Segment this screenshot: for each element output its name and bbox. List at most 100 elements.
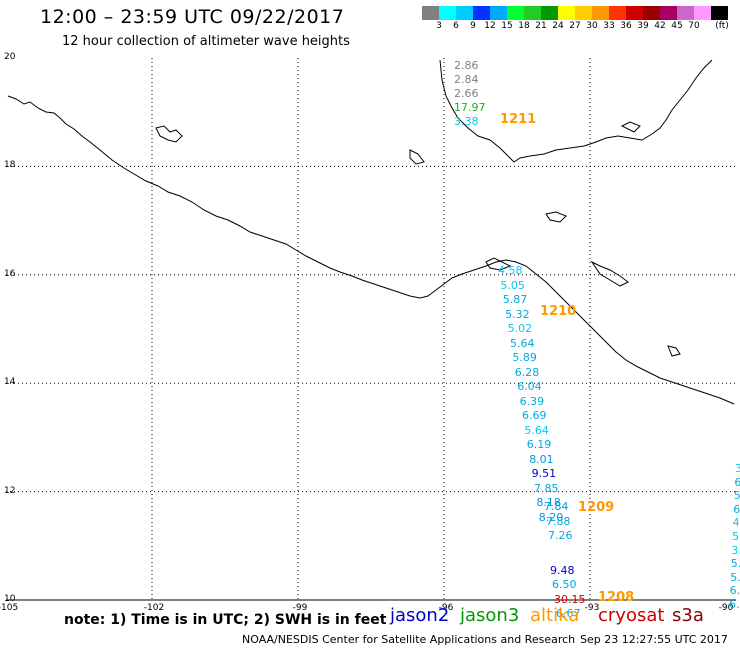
legend-swatch bbox=[592, 6, 609, 20]
credit-text: NOAA/NESDIS Center for Satellite Applica… bbox=[242, 633, 576, 646]
legend-label: 3 bbox=[436, 21, 442, 31]
legend-swatch bbox=[694, 6, 711, 20]
longitude-label: -93 bbox=[584, 603, 600, 613]
wave-height-value: 6.69 bbox=[522, 409, 547, 422]
latitude-label: 20 bbox=[4, 52, 16, 62]
wave-height-value: 7.84 bbox=[544, 500, 569, 513]
legend-swatch bbox=[660, 6, 677, 20]
wave-height-value: 5.87 bbox=[502, 293, 528, 306]
legend-label: 39 bbox=[637, 21, 649, 31]
legend-swatch bbox=[711, 6, 728, 20]
wave-height-value: 9.48 bbox=[550, 563, 575, 577]
satellite-legend-altika: altika bbox=[530, 605, 580, 626]
legend-unit: (ft) bbox=[715, 21, 729, 31]
legend-label: 36 bbox=[620, 21, 632, 31]
legend-swatch bbox=[507, 6, 524, 20]
latitude-label: 16 bbox=[4, 268, 16, 279]
wave-height-value: 5.0 bbox=[732, 530, 740, 543]
legend-swatch bbox=[643, 6, 660, 20]
latitude-label: 12 bbox=[4, 485, 16, 496]
legend-swatch bbox=[422, 6, 439, 20]
timestamp: Sep 23 12:27:55 UTC 2017 bbox=[580, 633, 728, 646]
wave-height-value: 4.4 bbox=[732, 516, 740, 530]
legend-swatch bbox=[677, 6, 694, 20]
legend-swatch bbox=[456, 6, 473, 20]
graticule bbox=[6, 58, 736, 600]
wave-height-value: 7.88 bbox=[546, 514, 571, 528]
wave-height-value: 5.32 bbox=[505, 307, 530, 321]
satellite-legend-s3a: s3a bbox=[672, 605, 704, 626]
wave-height-value: 6.67 bbox=[556, 607, 581, 620]
wave-height-value: 3.38 bbox=[454, 115, 479, 128]
legend-label: 33 bbox=[603, 21, 615, 31]
wave-height-value: 9.51 bbox=[531, 467, 557, 480]
wave-height-value: 7.85 bbox=[534, 481, 559, 495]
legend-swatch bbox=[473, 6, 490, 20]
legend-swatch bbox=[541, 6, 558, 20]
legend-swatch bbox=[524, 6, 541, 20]
wave-height-value: 6.39 bbox=[519, 394, 545, 408]
legend-swatch bbox=[575, 6, 592, 20]
longitude-label: -105 bbox=[0, 603, 19, 613]
satellite-legend-jason2: jason2 bbox=[390, 605, 450, 626]
legend-swatch bbox=[626, 6, 643, 20]
legend-label: 42 bbox=[654, 21, 666, 31]
wave-height-value: 8.01 bbox=[529, 452, 554, 466]
wave-height-value: 2.66 bbox=[454, 87, 479, 100]
wave-height-value: 5.89 bbox=[512, 351, 537, 364]
legend-swatch bbox=[558, 6, 575, 20]
legend-label: 24 bbox=[552, 21, 564, 31]
satellite-legend-cryosat: cryosat bbox=[598, 605, 665, 626]
color-legend bbox=[422, 6, 728, 20]
wave-height-value: 5.64 bbox=[524, 423, 549, 437]
longitude-label: -99 bbox=[292, 603, 308, 613]
wave-height-value: 6.0 bbox=[733, 502, 740, 516]
wave-height-value: 4.58 bbox=[498, 264, 523, 277]
wave-height-value: 8.18 bbox=[536, 496, 561, 509]
longitude-label: -96 bbox=[438, 603, 454, 613]
legend-label: 30 bbox=[586, 21, 598, 31]
islands bbox=[155, 121, 681, 357]
wave-height-value: 5.46 bbox=[730, 570, 740, 584]
satellite-legend-jason3: jason3 bbox=[460, 605, 520, 626]
pass-number-label: 1209 bbox=[578, 500, 615, 515]
pass-number-label: 1210 bbox=[540, 304, 577, 319]
coastline-gulf bbox=[439, 59, 713, 163]
latitude-label: 14 bbox=[4, 377, 16, 388]
legend-label: 21 bbox=[535, 21, 547, 31]
wave-height-value: 8.20 bbox=[538, 510, 564, 524]
legend-label: 6 bbox=[453, 21, 459, 31]
latitude-label: 18 bbox=[4, 160, 16, 171]
legend-label: 18 bbox=[518, 21, 530, 31]
wave-height-value: 5.87 bbox=[730, 557, 740, 571]
longitude-label: -90 bbox=[718, 603, 734, 613]
wave-height-value: 17.97 bbox=[454, 101, 486, 114]
footer-note: note: 1) Time is in UTC; 2) SWH is in fe… bbox=[64, 612, 387, 628]
wave-height-value: 3.99 bbox=[731, 543, 740, 557]
wave-height-value: 6 bbox=[734, 475, 740, 489]
legend-label: 9 bbox=[470, 21, 476, 31]
page-title: 12:00 – 23:59 UTC 09/22/2017 bbox=[40, 6, 345, 28]
page-subtitle: 12 hour collection of altimeter wave hei… bbox=[62, 34, 350, 49]
wave-height-value: 6.28 bbox=[514, 365, 540, 379]
legend-labels: 3 6 9 12 15 18 21 24 27 30 33 36 39 42 45 70 (ft) bbox=[422, 21, 740, 33]
legend-label: 27 bbox=[569, 21, 581, 31]
coastline bbox=[7, 95, 735, 405]
wave-height-value: 5.05 bbox=[500, 278, 525, 292]
wave-height-value: 6.13 bbox=[729, 584, 740, 598]
wave-height-value: 6.50 bbox=[552, 578, 577, 591]
legend-swatch bbox=[490, 6, 507, 20]
pass-number-label: 1208 bbox=[598, 590, 635, 605]
legend-swatch bbox=[439, 6, 456, 20]
wave-height-value: 30.15 bbox=[554, 592, 586, 606]
wave-height-value: 6.09 bbox=[729, 598, 740, 611]
wave-height-value: 5. bbox=[733, 489, 740, 503]
longitude-label: -102 bbox=[143, 603, 165, 613]
wave-height-value: 6.04 bbox=[517, 380, 542, 393]
legend-swatch bbox=[609, 6, 626, 20]
wave-height-value: 7.26 bbox=[548, 529, 573, 542]
pass-number-label: 1211 bbox=[500, 112, 537, 127]
legend-label: 70 bbox=[688, 21, 700, 31]
wave-height-value: 3 bbox=[735, 462, 740, 475]
